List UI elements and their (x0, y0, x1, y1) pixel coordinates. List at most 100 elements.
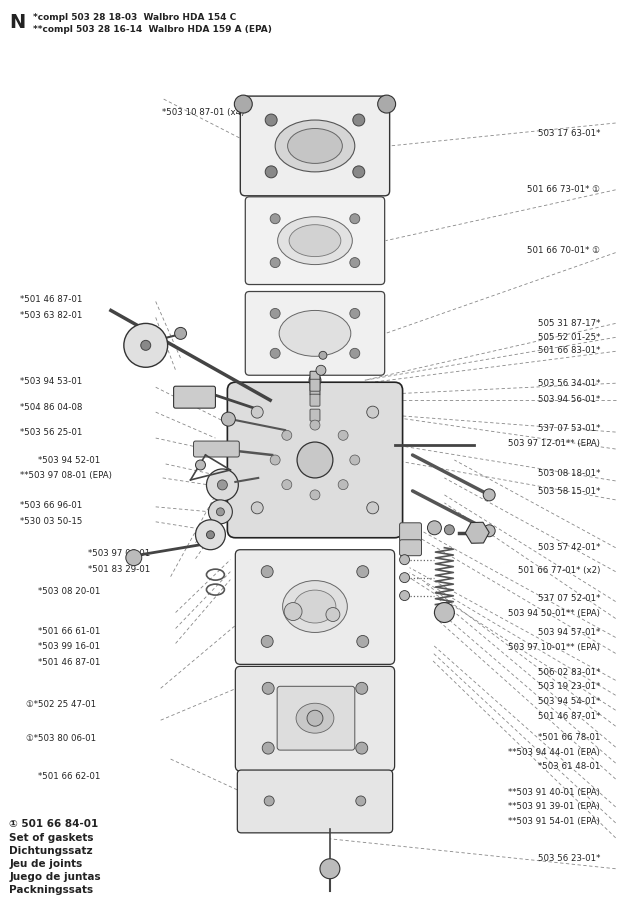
Circle shape (445, 525, 454, 535)
Text: 501 66 83-01*: 501 66 83-01* (538, 346, 600, 355)
FancyBboxPatch shape (236, 550, 394, 665)
Circle shape (367, 502, 379, 514)
Circle shape (356, 742, 368, 754)
Circle shape (338, 430, 348, 440)
Text: **503 91 39-01 (EPA): **503 91 39-01 (EPA) (508, 803, 600, 812)
Text: 503 19 23-01*: 503 19 23-01* (538, 682, 600, 691)
Text: **503 94 44-01 (EPA): **503 94 44-01 (EPA) (508, 748, 600, 757)
Circle shape (270, 309, 280, 319)
Text: **compl 503 28 16-14  Walbro HDA 159 A (EPA): **compl 503 28 16-14 Walbro HDA 159 A (E… (33, 26, 272, 35)
Text: *503 61 48-01: *503 61 48-01 (538, 762, 600, 771)
Text: ①*502 25 47-01: ①*502 25 47-01 (26, 699, 96, 708)
Circle shape (126, 550, 142, 566)
Circle shape (251, 406, 264, 418)
Circle shape (320, 859, 340, 878)
Circle shape (309, 374, 321, 386)
Text: *501 46 87-01: *501 46 87-01 (38, 657, 101, 666)
Circle shape (234, 95, 252, 113)
Circle shape (141, 341, 151, 351)
Circle shape (338, 479, 348, 489)
Circle shape (262, 742, 274, 754)
Ellipse shape (289, 225, 341, 257)
Circle shape (206, 469, 238, 501)
Text: 505 52 01-25*: 505 52 01-25* (538, 332, 600, 341)
Text: 503 56 23-01*: 503 56 23-01* (538, 855, 600, 864)
Circle shape (350, 309, 360, 319)
Text: 537 07 53-01*: 537 07 53-01* (538, 424, 600, 433)
Text: *503 56 25-01: *503 56 25-01 (20, 428, 82, 437)
FancyBboxPatch shape (310, 379, 320, 391)
Text: *503 08 20-01: *503 08 20-01 (38, 587, 101, 595)
Text: Jeu de joints: Jeu de joints (9, 859, 82, 869)
Circle shape (350, 455, 360, 465)
Text: Juego de juntas: Juego de juntas (9, 872, 101, 882)
Circle shape (195, 519, 226, 550)
Text: *503 99 16-01: *503 99 16-01 (38, 642, 100, 651)
Circle shape (175, 328, 187, 340)
Text: 503 94 50-01** (EPA): 503 94 50-01** (EPA) (508, 610, 600, 618)
FancyBboxPatch shape (174, 386, 215, 408)
FancyBboxPatch shape (246, 197, 384, 285)
Circle shape (400, 555, 410, 564)
Circle shape (435, 603, 454, 623)
Circle shape (378, 95, 396, 113)
Text: N: N (9, 14, 25, 32)
Circle shape (400, 591, 410, 601)
Ellipse shape (275, 120, 355, 172)
Text: ① 501 66 84-01: ① 501 66 84-01 (9, 819, 99, 829)
Circle shape (356, 796, 366, 806)
Ellipse shape (294, 590, 336, 623)
Ellipse shape (278, 216, 352, 265)
Circle shape (350, 349, 360, 358)
Text: 503 57 42-01*: 503 57 42-01* (538, 543, 600, 552)
Text: *503 94 53-01: *503 94 53-01 (20, 377, 82, 386)
Circle shape (270, 257, 280, 268)
FancyBboxPatch shape (228, 383, 402, 538)
Text: 537 07 52-01*: 537 07 52-01* (538, 594, 600, 603)
Circle shape (310, 490, 320, 500)
Circle shape (356, 566, 369, 578)
Text: 503 97 10-01** (EPA): 503 97 10-01** (EPA) (508, 643, 600, 652)
Ellipse shape (288, 129, 342, 163)
Circle shape (316, 365, 326, 375)
Circle shape (353, 114, 365, 126)
Circle shape (264, 796, 274, 806)
Ellipse shape (279, 310, 351, 356)
Circle shape (195, 460, 205, 470)
Circle shape (282, 479, 292, 489)
Text: 501 66 70-01* ①: 501 66 70-01* ① (527, 247, 600, 256)
Circle shape (350, 257, 360, 268)
Circle shape (307, 710, 323, 726)
Text: 503 58 15-01*: 503 58 15-01* (538, 487, 600, 496)
Circle shape (265, 114, 277, 126)
Text: 501 66 73-01* ①: 501 66 73-01* ① (527, 185, 600, 194)
Text: *530 03 50-15: *530 03 50-15 (20, 517, 82, 526)
Circle shape (261, 566, 273, 578)
Text: Set of gaskets: Set of gaskets (9, 833, 94, 843)
Text: 501 46 87-01*: 501 46 87-01* (538, 712, 600, 721)
Circle shape (262, 682, 274, 694)
Circle shape (284, 603, 302, 621)
Circle shape (270, 214, 280, 224)
Circle shape (270, 349, 280, 358)
Circle shape (356, 682, 368, 694)
Circle shape (261, 635, 273, 647)
Circle shape (282, 430, 292, 440)
Circle shape (270, 455, 280, 465)
Text: 503 17 63-01*: 503 17 63-01* (538, 129, 600, 138)
Text: *501 66 61-01: *501 66 61-01 (38, 626, 101, 635)
Text: Packningssats: Packningssats (9, 885, 94, 895)
Ellipse shape (283, 581, 347, 633)
FancyBboxPatch shape (310, 394, 320, 406)
Text: *501 66 62-01: *501 66 62-01 (38, 772, 101, 782)
Circle shape (483, 488, 495, 501)
FancyBboxPatch shape (193, 441, 239, 457)
Circle shape (483, 525, 495, 537)
Text: **503 91 54-01 (EPA): **503 91 54-01 (EPA) (508, 817, 600, 826)
FancyBboxPatch shape (236, 666, 394, 771)
Circle shape (356, 635, 369, 647)
FancyBboxPatch shape (241, 96, 389, 195)
Circle shape (265, 166, 277, 178)
Text: *503 97 06-01: *503 97 06-01 (88, 550, 150, 559)
Circle shape (208, 500, 232, 524)
